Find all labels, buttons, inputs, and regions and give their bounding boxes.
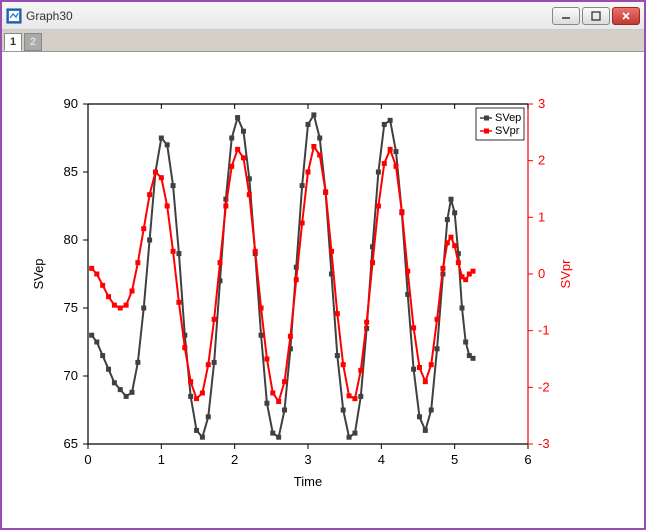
svg-text:SVpr: SVpr: [558, 259, 573, 289]
chart-canvas: 0 1 2 3 4 5 6 Time 65 70 75 80 85 90 SVep -3 -2 -1 0 1 2 3 SVp…: [18, 74, 578, 504]
app-icon: [6, 8, 22, 24]
svg-text:85: 85: [64, 164, 78, 179]
plot-area: 0 1 2 3 4 5 6 Time 65 70 75 80 85 90 SVep -3 -2 -1 0 1 2 3 SVp…: [2, 54, 644, 528]
svg-text:Time: Time: [294, 474, 322, 489]
svg-text:SVep: SVep: [495, 112, 521, 124]
svg-text:0: 0: [84, 452, 91, 467]
svg-text:3: 3: [538, 96, 545, 111]
window-frame: Graph30 1 2 0123456Time657075808590SVep-…: [0, 0, 646, 530]
window-controls: [552, 7, 640, 25]
titlebar[interactable]: Graph30: [2, 2, 644, 30]
svg-text:SVpr: SVpr: [495, 125, 520, 137]
svg-text:1: 1: [158, 452, 165, 467]
svg-text:2: 2: [231, 452, 238, 467]
svg-text:-2: -2: [538, 379, 550, 394]
maximize-button[interactable]: [582, 7, 610, 25]
svg-text:80: 80: [64, 232, 78, 247]
svg-text:6: 6: [524, 452, 531, 467]
svg-text:65: 65: [64, 436, 78, 451]
svg-text:70: 70: [64, 368, 78, 383]
svg-text:1: 1: [538, 209, 545, 224]
minimize-button[interactable]: [552, 7, 580, 25]
window-title: Graph30: [26, 9, 552, 23]
svg-text:-3: -3: [538, 436, 550, 451]
svg-text:-1: -1: [538, 323, 550, 338]
close-button[interactable]: [612, 7, 640, 25]
svg-text:2: 2: [538, 153, 545, 168]
tabstrip: 1 2: [2, 30, 644, 52]
svg-text:3: 3: [304, 452, 311, 467]
svg-text:75: 75: [64, 300, 78, 315]
tab-2[interactable]: 2: [24, 33, 42, 51]
svg-text:0: 0: [538, 266, 545, 281]
tab-1[interactable]: 1: [4, 33, 22, 51]
svg-text:5: 5: [451, 452, 458, 467]
svg-text:90: 90: [64, 96, 78, 111]
svg-text:SVep: SVep: [31, 258, 46, 289]
svg-text:4: 4: [378, 452, 385, 467]
